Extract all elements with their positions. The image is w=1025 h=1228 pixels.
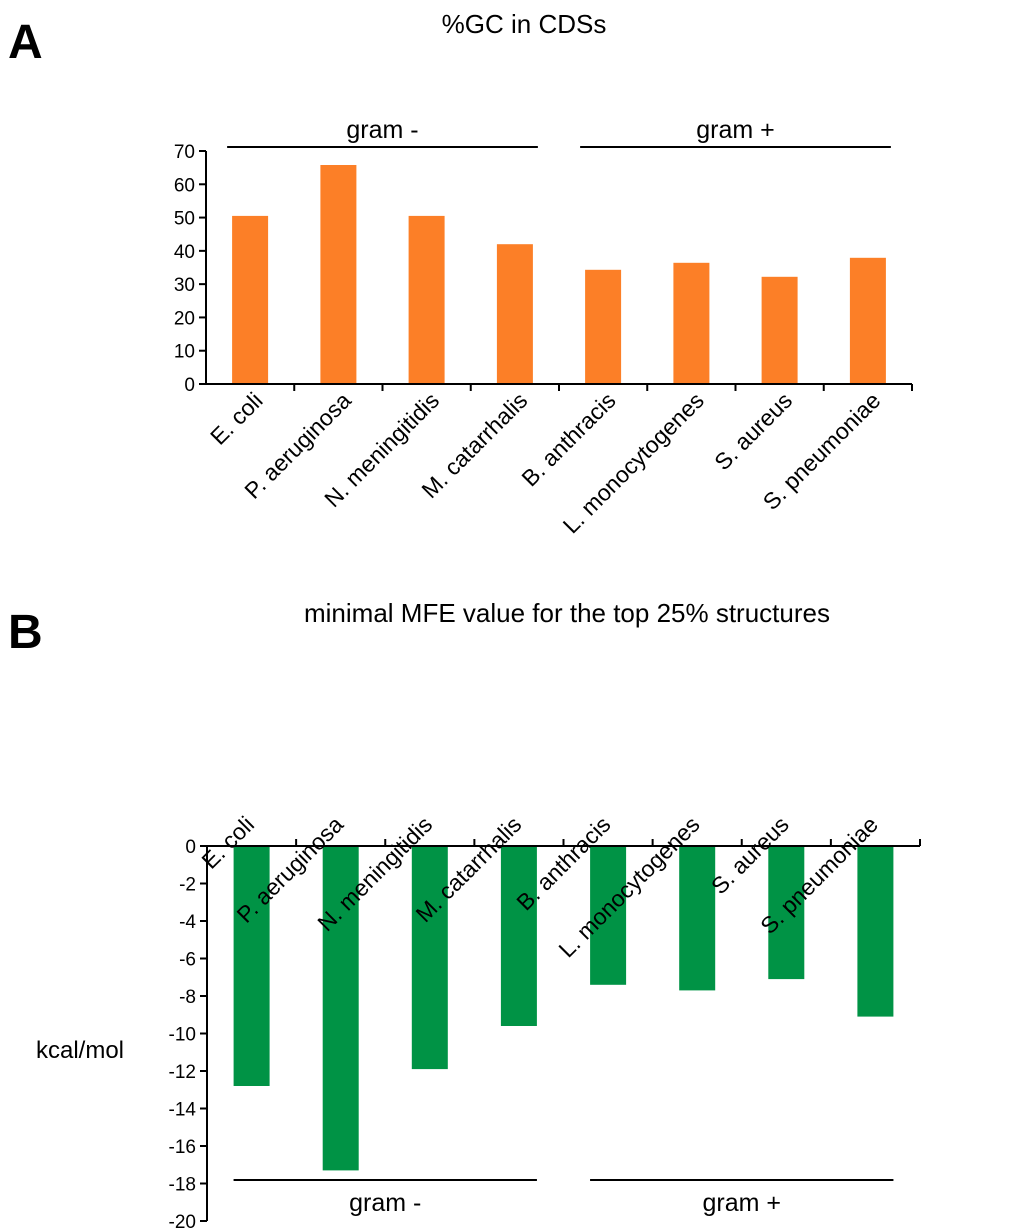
bar-7 — [857, 846, 894, 1017]
bar-4 — [585, 269, 622, 384]
y-tick-label-1: -2 — [179, 875, 196, 896]
y-tick-label-0: 0 — [185, 837, 196, 858]
group-label-0: gram - — [349, 1189, 421, 1217]
chart-b-y-axis-label: kcal/mol — [36, 1037, 124, 1064]
y-tick-label-5: 20 — [174, 308, 195, 329]
bar-2 — [408, 215, 445, 384]
bar-6 — [761, 276, 798, 384]
y-tick-label-7: 0 — [184, 375, 195, 396]
bar-1 — [320, 165, 357, 384]
chart-b-title: minimal MFE value for the top 25% struct… — [304, 598, 830, 628]
y-tick-label-4: 30 — [174, 275, 195, 296]
category-label-0: E. coli — [205, 387, 268, 450]
bar-4 — [590, 846, 627, 985]
bar-7 — [849, 257, 886, 384]
group-label-0: gram - — [346, 116, 418, 144]
y-tick-label-3: -6 — [179, 950, 196, 971]
panel-b: B minimal MFE value for the top 25% stru… — [8, 598, 921, 1228]
y-tick-label-6: 10 — [174, 342, 195, 363]
y-tick-label-7: -14 — [169, 1100, 197, 1121]
category-label-6: S. aureus — [709, 387, 797, 475]
bar-1 — [322, 846, 359, 1171]
bar-3 — [496, 244, 533, 384]
bar-3 — [500, 846, 537, 1026]
panel-b-letter: B — [8, 606, 43, 659]
group-label-1: gram + — [702, 1189, 781, 1217]
y-tick-label-9: -18 — [169, 1175, 196, 1196]
bar-2 — [411, 846, 448, 1070]
bar-6 — [768, 846, 805, 980]
y-tick-label-2: -4 — [179, 912, 196, 933]
bar-0 — [233, 846, 270, 1086]
y-tick-label-6: -12 — [169, 1062, 196, 1083]
group-label-1: gram + — [696, 116, 775, 144]
y-tick-label-0: 70 — [174, 142, 195, 163]
y-tick-label-1: 60 — [174, 175, 195, 196]
y-tick-label-5: -10 — [169, 1025, 196, 1046]
y-tick-label-4: -8 — [179, 987, 196, 1008]
bar-5 — [679, 846, 716, 991]
y-tick-label-2: 50 — [174, 209, 195, 230]
chart-a-title: %GC in CDSs — [442, 9, 607, 39]
panel-a-letter: A — [8, 16, 43, 69]
bar-5 — [673, 262, 710, 384]
y-tick-label-3: 40 — [174, 242, 195, 263]
y-tick-label-8: -16 — [169, 1137, 196, 1158]
y-tick-label-10: -20 — [169, 1212, 196, 1228]
bar-0 — [232, 215, 269, 384]
